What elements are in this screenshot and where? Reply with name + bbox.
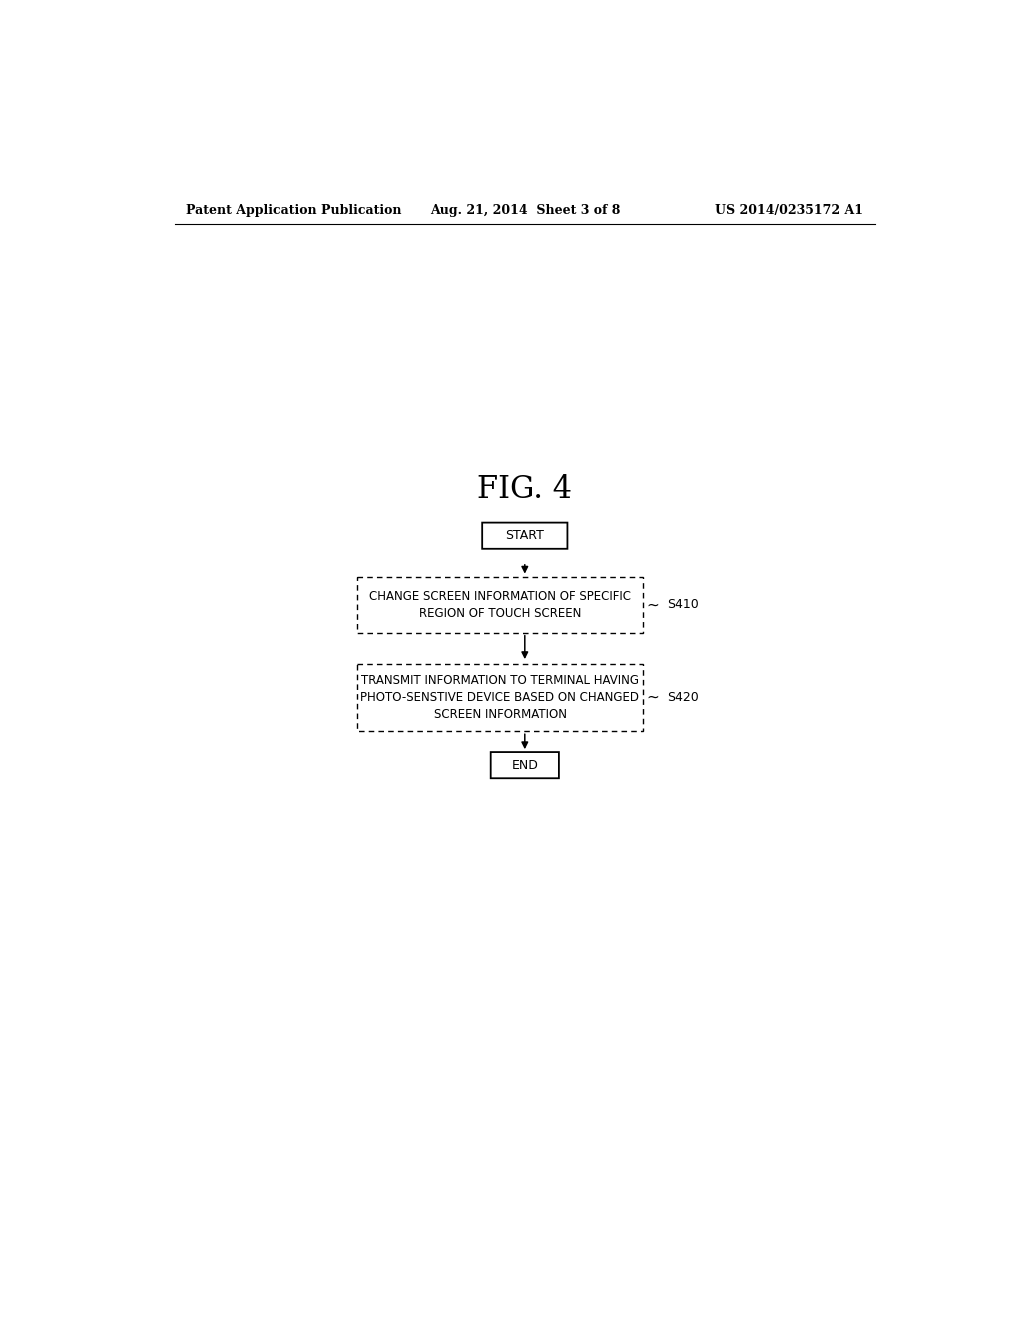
Text: ~: ~ — [646, 690, 659, 705]
Text: TRANSMIT INFORMATION TO TERMINAL HAVING
PHOTO-SENSTIVE DEVICE BASED ON CHANGED
S: TRANSMIT INFORMATION TO TERMINAL HAVING … — [360, 675, 640, 721]
Text: START: START — [506, 529, 544, 543]
Text: Patent Application Publication: Patent Application Publication — [186, 205, 401, 218]
Text: S410: S410 — [667, 598, 698, 611]
FancyBboxPatch shape — [482, 523, 567, 549]
FancyBboxPatch shape — [356, 577, 643, 632]
FancyBboxPatch shape — [356, 664, 643, 731]
Text: END: END — [511, 759, 539, 772]
Text: FIG. 4: FIG. 4 — [477, 474, 572, 506]
Text: US 2014/0235172 A1: US 2014/0235172 A1 — [716, 205, 863, 218]
Text: S420: S420 — [667, 690, 698, 704]
Text: Aug. 21, 2014  Sheet 3 of 8: Aug. 21, 2014 Sheet 3 of 8 — [430, 205, 620, 218]
Text: ~: ~ — [646, 598, 659, 612]
Text: CHANGE SCREEN INFORMATION OF SPECIFIC
REGION OF TOUCH SCREEN: CHANGE SCREEN INFORMATION OF SPECIFIC RE… — [369, 590, 631, 620]
FancyBboxPatch shape — [490, 752, 559, 779]
